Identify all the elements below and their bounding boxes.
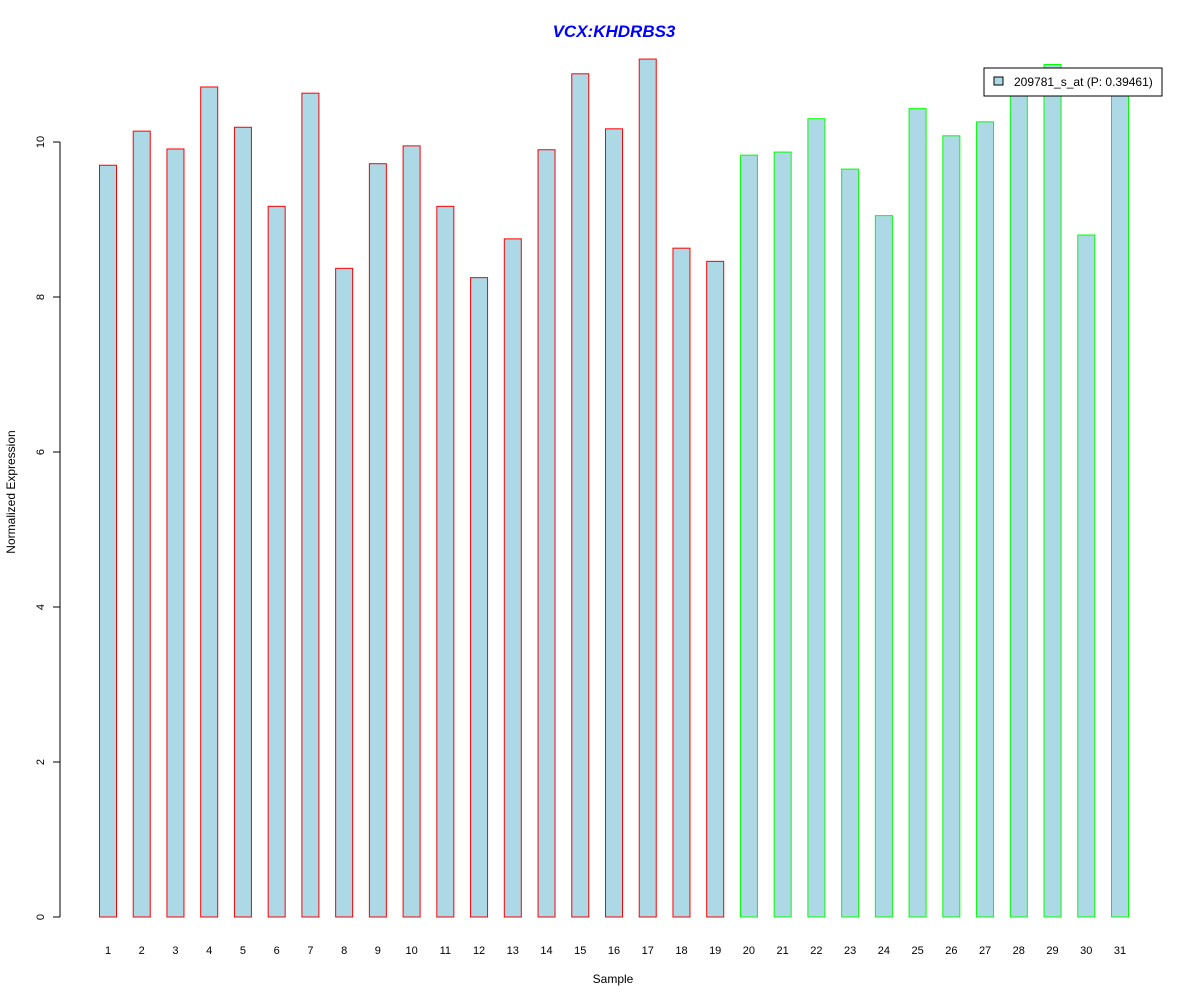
bar-sample-6 <box>267 205 286 918</box>
x-tick-label: 25 <box>911 945 923 957</box>
x-tick-label: 19 <box>709 945 721 957</box>
bar-sample-19 <box>706 260 725 918</box>
x-tick-label: 28 <box>1013 945 1025 957</box>
y-tick-label: 2 <box>35 759 47 765</box>
y-tick-label: 8 <box>35 294 47 300</box>
bar-sample-22 <box>807 118 826 918</box>
bar-sample-8 <box>335 267 354 918</box>
x-tick-label: 10 <box>405 945 417 957</box>
x-tick-label: 17 <box>642 945 654 957</box>
x-tick-label: 29 <box>1046 945 1058 957</box>
x-tick-label: 3 <box>172 945 178 957</box>
x-tick-label: 2 <box>139 945 145 957</box>
chart-title: VCX:KHDRBS3 <box>553 22 676 41</box>
bar-sample-9 <box>368 163 387 918</box>
bar-sample-24 <box>874 215 893 918</box>
x-axis-labels: 1 2 3 4 5 6 7 8 9 10 11 12 13 14 15 16 17 18 19 20 21 22 23 24 2… <box>105 945 1126 957</box>
bar-sample-20 <box>739 154 758 918</box>
bar-sample-25 <box>908 108 927 918</box>
x-tick-label: 13 <box>507 945 519 957</box>
bar-sample-30 <box>1077 234 1096 918</box>
bar-sample-27 <box>976 121 995 918</box>
x-tick-label: 4 <box>206 945 212 957</box>
y-tick-label: 6 <box>35 449 47 455</box>
bars-group <box>99 58 1129 918</box>
bar-sample-12 <box>470 277 489 918</box>
y-axis-label: Normalized Expression <box>4 430 18 553</box>
bar-sample-14 <box>537 149 556 918</box>
x-tick-label: 1 <box>105 945 111 957</box>
bar-sample-1 <box>99 164 117 918</box>
bar-sample-31 <box>1111 79 1129 918</box>
x-tick-label: 26 <box>945 945 957 957</box>
x-tick-label: 12 <box>473 945 485 957</box>
x-tick-label: 15 <box>574 945 586 957</box>
x-tick-label: 7 <box>307 945 313 957</box>
bar-sample-15 <box>571 73 590 918</box>
x-tick-label: 11 <box>440 945 451 957</box>
bar-sample-5 <box>233 126 252 918</box>
x-tick-label: 20 <box>743 945 755 957</box>
x-tick-label: 14 <box>540 945 552 957</box>
bar-sample-2 <box>132 130 151 918</box>
legend-label: 209781_s_at (P: 0.39461) <box>1014 75 1153 89</box>
x-tick-label: 16 <box>608 945 620 957</box>
legend-box <box>983 67 1163 97</box>
x-tick-label: 21 <box>777 945 789 957</box>
y-tick-label: 0 <box>35 914 47 920</box>
x-tick-label: 18 <box>675 945 687 957</box>
bar-sample-26 <box>942 135 961 918</box>
x-tick-label: 24 <box>878 945 890 957</box>
bar-sample-29 <box>1043 64 1062 918</box>
bar-sample-13 <box>503 238 522 918</box>
x-tick-label: 23 <box>844 945 856 957</box>
bar-sample-18 <box>672 247 691 918</box>
bar-sample-23 <box>841 168 860 918</box>
bar-sample-16 <box>605 128 623 918</box>
x-tick-label: 27 <box>979 945 991 957</box>
bar-sample-21 <box>773 151 792 918</box>
y-tick-label: 10 <box>35 136 47 148</box>
x-axis-label: Sample <box>593 972 634 986</box>
legend-swatch <box>993 76 1004 86</box>
bar-sample-28 <box>1009 71 1028 918</box>
x-tick-label: 30 <box>1080 945 1092 957</box>
x-tick-label: 22 <box>810 945 822 957</box>
x-tick-label: 6 <box>274 945 280 957</box>
x-tick-label: 31 <box>1114 945 1126 957</box>
bar-sample-4 <box>200 86 219 918</box>
x-tick-label: 9 <box>375 945 381 957</box>
y-axis: 0 2 4 6 8 10 <box>35 136 61 920</box>
legend: 209781_s_at (P: 0.39461) <box>983 67 1163 97</box>
bar-sample-7 <box>301 92 320 918</box>
y-tick-label: 4 <box>35 604 47 610</box>
bar-sample-10 <box>402 145 421 918</box>
bar-sample-17 <box>638 58 657 918</box>
bar-sample-11 <box>436 205 455 918</box>
x-tick-label: 8 <box>341 945 347 957</box>
x-tick-label: 5 <box>240 945 246 957</box>
bar-sample-3 <box>166 148 185 918</box>
